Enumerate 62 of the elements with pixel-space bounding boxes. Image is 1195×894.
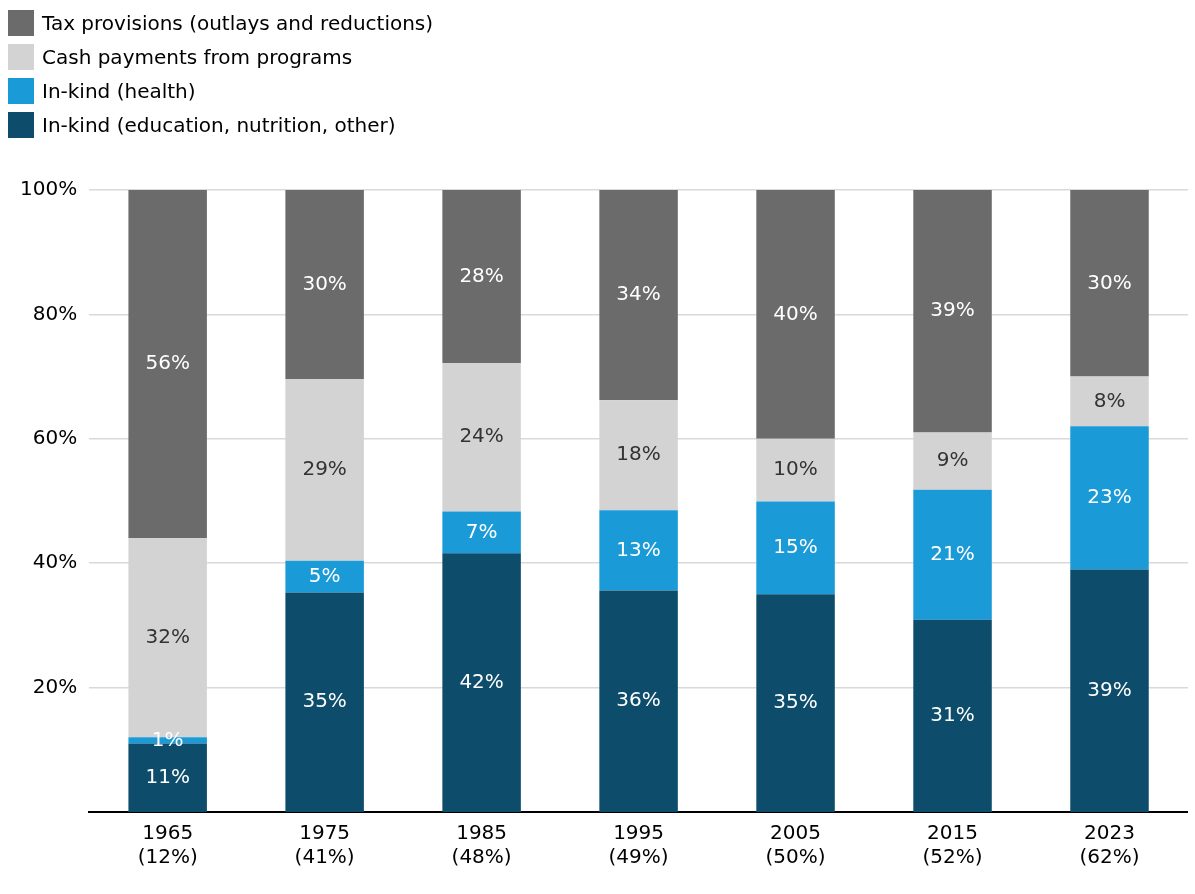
data-label: 10% [773, 456, 818, 481]
bar [599, 510, 678, 591]
data-label: 29% [302, 456, 347, 481]
data-label: 8% [1093, 387, 1126, 412]
data-label: 39% [930, 297, 975, 322]
bar [599, 590, 678, 812]
data-label: 21% [930, 541, 975, 566]
data-label: 30% [302, 270, 347, 295]
bar [285, 592, 364, 812]
data-label: 39% [1087, 676, 1132, 701]
bar [1070, 426, 1149, 570]
data-label: 34% [616, 281, 661, 306]
data-label: 13% [616, 536, 661, 561]
legend-label: Cash payments from programs [42, 45, 353, 69]
bar [1070, 190, 1149, 377]
bar [913, 619, 992, 812]
y-tick-label: 60% [32, 425, 78, 449]
data-label: 56% [145, 350, 190, 375]
y-tick-label: 100% [19, 176, 78, 201]
data-label: 15% [773, 534, 818, 559]
data-label: 35% [773, 689, 818, 714]
x-tick-label: 1995 (49%) [608, 820, 669, 869]
data-label: 32% [145, 624, 190, 649]
legend-label: In-kind (health) [42, 79, 196, 103]
data-label: 28% [459, 262, 504, 287]
data-label: 7% [465, 518, 498, 543]
bar [756, 501, 835, 595]
bar [442, 190, 521, 363]
x-tick-label: 2023 (62%) [1079, 820, 1140, 869]
data-label: 9% [936, 447, 969, 472]
data-label: 40% [773, 300, 818, 325]
data-label: 24% [459, 423, 504, 448]
bar [756, 594, 835, 812]
y-tick-label: 20% [32, 673, 78, 698]
data-label: 5% [308, 562, 341, 587]
bar [913, 190, 992, 433]
x-tick-label: 1985 (48%) [451, 820, 512, 869]
bar [1070, 569, 1149, 812]
x-tick-label: 1965 (12%) [137, 820, 198, 869]
data-label: 23% [1087, 484, 1132, 509]
data-label: 35% [302, 688, 347, 713]
x-tick-label: 2015 (52%) [922, 820, 983, 869]
data-label: 31% [930, 702, 975, 727]
bar [756, 190, 835, 439]
x-tick-label: 1975 (41%) [294, 820, 355, 869]
data-label: 11% [145, 763, 190, 788]
y-tick-label: 80% [32, 300, 78, 325]
bar [285, 190, 364, 380]
data-label: 42% [459, 668, 504, 693]
data-label: 30% [1087, 269, 1132, 294]
data-label: 36% [616, 687, 661, 712]
bar [1070, 376, 1149, 427]
legend-label: In-kind (education, nutrition, other) [42, 113, 396, 137]
legend-label: Tax provisions (outlays and reductions) [42, 11, 434, 35]
bar [128, 190, 207, 539]
bar [442, 511, 521, 554]
y-tick-label: 40% [32, 549, 78, 574]
bar [913, 489, 992, 620]
bar [599, 190, 678, 401]
x-tick-label: 2005 (50%) [765, 820, 826, 869]
bar [442, 553, 521, 812]
data-label: 18% [616, 441, 661, 466]
